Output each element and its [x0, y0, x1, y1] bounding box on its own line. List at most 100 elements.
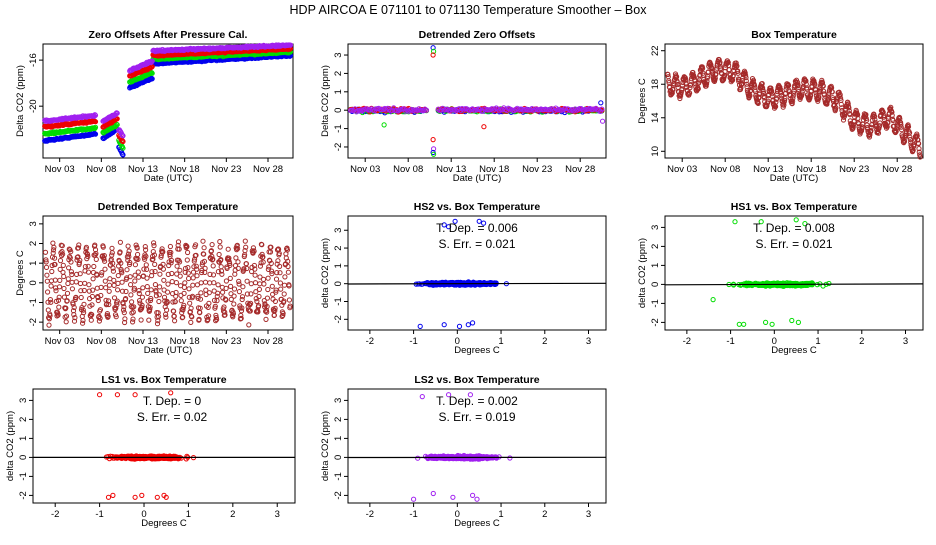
y-tick-label: 1 [333, 263, 344, 268]
data-point [141, 286, 145, 290]
y-tick-label: -20 [28, 99, 39, 113]
data-point [83, 281, 87, 285]
data-point [46, 290, 50, 294]
x-tick-label: 3 [586, 336, 591, 347]
x-tick-label: Nov 03 [667, 164, 697, 175]
y-tick-label: 3 [333, 52, 344, 57]
fit-line [665, 284, 923, 285]
data-point [62, 274, 66, 278]
data-point [43, 250, 47, 254]
data-point [67, 266, 71, 270]
data-point [270, 284, 274, 288]
y-tick-label: 1 [28, 261, 39, 266]
data-point [45, 273, 49, 277]
y-tick-label: 3 [28, 221, 39, 226]
data-point [262, 282, 266, 286]
data-point [229, 284, 233, 288]
x-tick-label: Nov 28 [253, 164, 283, 175]
data-point [175, 264, 179, 268]
y-axis-label: Delta CO2 (ppm) [320, 65, 331, 137]
y-tick-label: 0 [18, 455, 29, 460]
x-axis-label: Degrees C [141, 518, 187, 529]
data-point [116, 288, 120, 292]
y-axis-label: Degrees C [15, 250, 26, 296]
data-point [212, 281, 216, 285]
fit-line [348, 283, 606, 284]
data-point [183, 281, 187, 285]
data-point [131, 317, 135, 321]
data-point [253, 281, 257, 285]
data-point [158, 272, 162, 276]
x-axis-label: Date (UTC) [144, 345, 193, 356]
data-point [146, 291, 150, 295]
data-point [179, 299, 183, 303]
data-point [66, 277, 70, 281]
data-point [50, 269, 54, 273]
data-point [218, 245, 222, 249]
data-point [188, 301, 192, 305]
chart-title: LS1 vs. Box Temperature [101, 374, 226, 386]
data-point [189, 320, 193, 324]
data-point [140, 295, 144, 299]
y-tick-label: 3 [333, 228, 344, 233]
chart-title: Box Temperature [751, 29, 837, 41]
x-tick-label: Nov 08 [86, 164, 116, 175]
outlier-point [482, 125, 486, 129]
data-point [282, 292, 286, 296]
data-point [120, 280, 124, 284]
data-point [210, 243, 214, 247]
data-point [61, 263, 65, 267]
y-axis-label: Delta CO2 (ppm) [15, 65, 26, 137]
data-point [219, 265, 223, 269]
data-point [116, 281, 120, 285]
data-point [211, 264, 215, 268]
data-point [283, 275, 287, 279]
y-tick-label: 1 [333, 89, 344, 94]
y-tick-label: -1 [18, 472, 29, 480]
data-point [87, 283, 91, 287]
x-axis-label: Degrees C [771, 345, 817, 356]
data-point [191, 283, 195, 287]
data-point [49, 300, 53, 304]
data-point [149, 288, 153, 292]
data-point [49, 284, 53, 288]
data-point [228, 276, 232, 280]
x-tick-label: 3 [903, 336, 908, 347]
data-point [878, 121, 882, 125]
points-p3 [666, 57, 923, 159]
x-axis-label: Date (UTC) [770, 173, 819, 184]
x-tick-label: Nov 28 [565, 164, 595, 175]
data-point [47, 323, 51, 327]
x-tick-label: Nov 23 [211, 164, 241, 175]
y-tick-label: 1 [18, 436, 29, 441]
y-tick-label: 0 [650, 282, 661, 287]
x-tick-label: Nov 08 [393, 164, 423, 175]
series-HS2 [43, 53, 293, 157]
y-tick-label: -1 [333, 297, 344, 305]
data-point [136, 270, 140, 274]
data-point [78, 258, 82, 262]
data-point [107, 283, 111, 287]
data-point [257, 287, 261, 291]
outlier-point [418, 324, 422, 328]
x-tick-label: Nov 23 [522, 164, 552, 175]
chart-title: HS2 vs. Box Temperature [414, 201, 541, 213]
data-point [255, 299, 259, 303]
data-point [107, 289, 111, 293]
y-tick-label: 2 [28, 241, 39, 246]
y-tick-label: 0 [333, 281, 344, 286]
y-tick-label: 3 [18, 398, 29, 403]
data-point [199, 281, 203, 285]
data-point [232, 294, 236, 298]
x-tick-label: Nov 28 [882, 164, 912, 175]
y-tick-label: -1 [28, 298, 39, 306]
data-point [137, 275, 141, 279]
outlier-point [471, 321, 475, 325]
outlier-point [442, 323, 446, 327]
x-tick-label: Nov 03 [45, 164, 75, 175]
x-axis-label: Date (UTC) [144, 173, 193, 184]
data-point [178, 274, 182, 278]
data-point [89, 318, 93, 322]
x-tick-label: 2 [542, 336, 547, 347]
